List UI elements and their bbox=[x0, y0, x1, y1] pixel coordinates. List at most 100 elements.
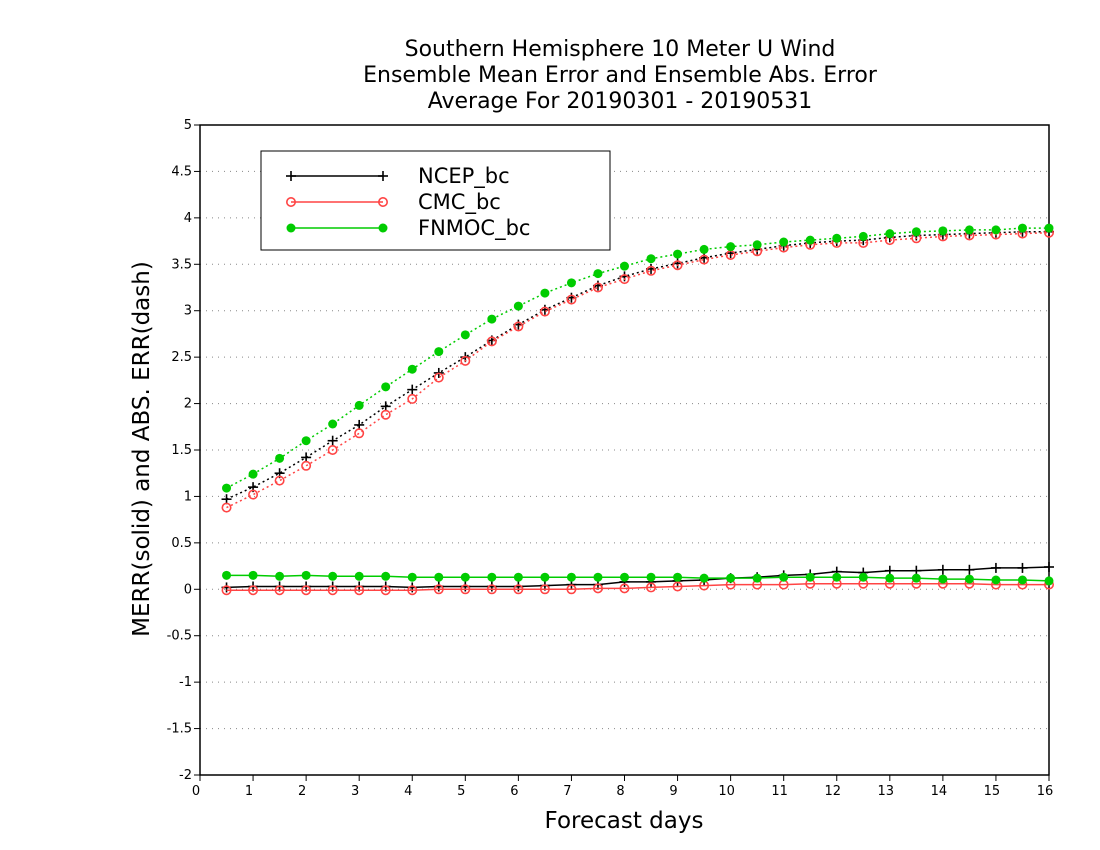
data-point-abs-err bbox=[619, 274, 630, 285]
data-point-merr bbox=[911, 573, 921, 583]
legend-marker bbox=[285, 197, 296, 208]
data-point-abs-err bbox=[407, 393, 418, 404]
y-tick-label: 0 bbox=[184, 582, 192, 597]
data-point-merr bbox=[646, 582, 657, 593]
data-point-abs-err bbox=[938, 226, 948, 236]
data-point-abs-err bbox=[354, 428, 365, 439]
x-tick-label: 1 bbox=[245, 784, 253, 799]
data-point-merr bbox=[248, 585, 259, 596]
series-line-abs-err bbox=[226, 231, 1050, 509]
data-point-abs-err bbox=[592, 282, 603, 293]
data-point-abs-err bbox=[460, 330, 470, 340]
data-point-abs-err bbox=[221, 494, 232, 505]
legend-item-cmc-bc: CMC_bc bbox=[285, 190, 501, 215]
data-point-merr bbox=[460, 572, 470, 582]
series-line-abs-err bbox=[226, 231, 1049, 500]
data-point-abs-err bbox=[964, 225, 974, 235]
data-point-merr bbox=[885, 573, 895, 583]
data-point-abs-err bbox=[911, 227, 921, 237]
x-tick-label: 3 bbox=[351, 784, 359, 799]
legend-marker bbox=[377, 197, 388, 208]
y-tick-label: 0.5 bbox=[171, 536, 192, 551]
data-point-merr bbox=[990, 562, 1001, 573]
data-point-abs-err bbox=[566, 294, 577, 305]
data-point-merr bbox=[540, 572, 550, 582]
data-point-merr bbox=[354, 585, 365, 596]
y-tick-label: -0.5 bbox=[167, 629, 192, 644]
x-tick-label: 14 bbox=[931, 784, 948, 799]
y-tick-label: 5 bbox=[184, 118, 192, 133]
x-tick-label: 11 bbox=[771, 784, 788, 799]
data-point-merr bbox=[274, 585, 285, 596]
data-point-merr bbox=[328, 571, 338, 581]
series-line-merr bbox=[226, 574, 1050, 582]
data-point-abs-err bbox=[354, 419, 365, 430]
chart-title-line-2: Ensemble Mean Error and Ensemble Abs. Er… bbox=[363, 63, 877, 88]
legend-item-ncep-bc: NCEP_bc bbox=[286, 164, 510, 189]
x-tick-label: 16 bbox=[1037, 784, 1054, 799]
data-point-abs-err bbox=[274, 475, 285, 486]
legend-label: NCEP_bc bbox=[418, 164, 510, 189]
data-point-merr bbox=[726, 573, 736, 583]
data-point-merr bbox=[646, 572, 656, 582]
data-point-merr bbox=[221, 585, 232, 596]
data-point-merr bbox=[937, 564, 948, 575]
data-point-abs-err bbox=[380, 401, 391, 412]
data-point-abs-err bbox=[513, 301, 523, 311]
data-point-abs-err bbox=[885, 229, 895, 239]
data-point-abs-err bbox=[301, 452, 312, 463]
data-point-abs-err bbox=[460, 355, 471, 366]
data-point-merr bbox=[991, 575, 1001, 585]
data-point-merr bbox=[486, 584, 497, 595]
data-point-merr bbox=[460, 584, 471, 595]
data-point-abs-err bbox=[301, 436, 311, 446]
data-point-merr bbox=[275, 571, 285, 581]
data-point-merr bbox=[301, 570, 311, 580]
x-tick-label: 5 bbox=[457, 784, 465, 799]
data-point-abs-err bbox=[354, 400, 364, 410]
series-ncep-bc bbox=[221, 226, 1054, 593]
data-point-abs-err bbox=[1044, 223, 1054, 233]
data-point-merr bbox=[566, 572, 576, 582]
data-point-merr bbox=[381, 571, 391, 581]
data-point-merr bbox=[354, 571, 364, 581]
data-point-merr bbox=[566, 584, 577, 595]
data-point-merr bbox=[1017, 575, 1027, 585]
data-point-merr bbox=[513, 584, 524, 595]
data-point-merr bbox=[620, 572, 629, 582]
data-point-merr bbox=[380, 585, 391, 596]
data-point-abs-err bbox=[486, 336, 497, 347]
data-point-abs-err bbox=[540, 288, 550, 298]
y-axis-label: MERR(solid) and ABS. ERR(dash) bbox=[129, 261, 155, 637]
x-tick-label: 4 bbox=[404, 784, 412, 799]
data-point-merr bbox=[619, 583, 630, 594]
data-point-merr bbox=[672, 581, 683, 592]
x-tick-label: 9 bbox=[669, 784, 677, 799]
gridlines bbox=[200, 170, 1049, 730]
data-point-merr bbox=[407, 572, 417, 582]
data-point-merr bbox=[593, 572, 603, 582]
data-point-merr bbox=[699, 573, 709, 583]
y-tick-label: -1 bbox=[179, 675, 192, 690]
data-point-merr bbox=[1017, 562, 1028, 573]
legend-marker bbox=[378, 223, 388, 233]
x-tick-label: 8 bbox=[616, 784, 624, 799]
data-point-abs-err bbox=[752, 240, 762, 250]
data-point-abs-err bbox=[646, 265, 657, 276]
data-point-abs-err bbox=[327, 444, 338, 455]
data-point-abs-err bbox=[539, 306, 550, 317]
data-point-abs-err bbox=[327, 435, 338, 446]
data-point-abs-err bbox=[832, 233, 842, 243]
legend-item-fnmoc-bc: FNMOC_bc bbox=[286, 216, 530, 241]
y-tick-label: -1.5 bbox=[167, 722, 192, 737]
data-point-abs-err bbox=[991, 225, 1001, 235]
data-point-abs-err bbox=[620, 261, 629, 271]
y-tick-label: 2 bbox=[184, 397, 192, 412]
y-tick-label: 3.5 bbox=[171, 257, 192, 272]
chart-title-line-3: Average For 20190301 - 20190531 bbox=[427, 89, 813, 114]
y-tick-label: 4 bbox=[184, 211, 192, 226]
data-point-abs-err bbox=[513, 321, 524, 332]
y-tick-label: -2 bbox=[179, 768, 192, 783]
